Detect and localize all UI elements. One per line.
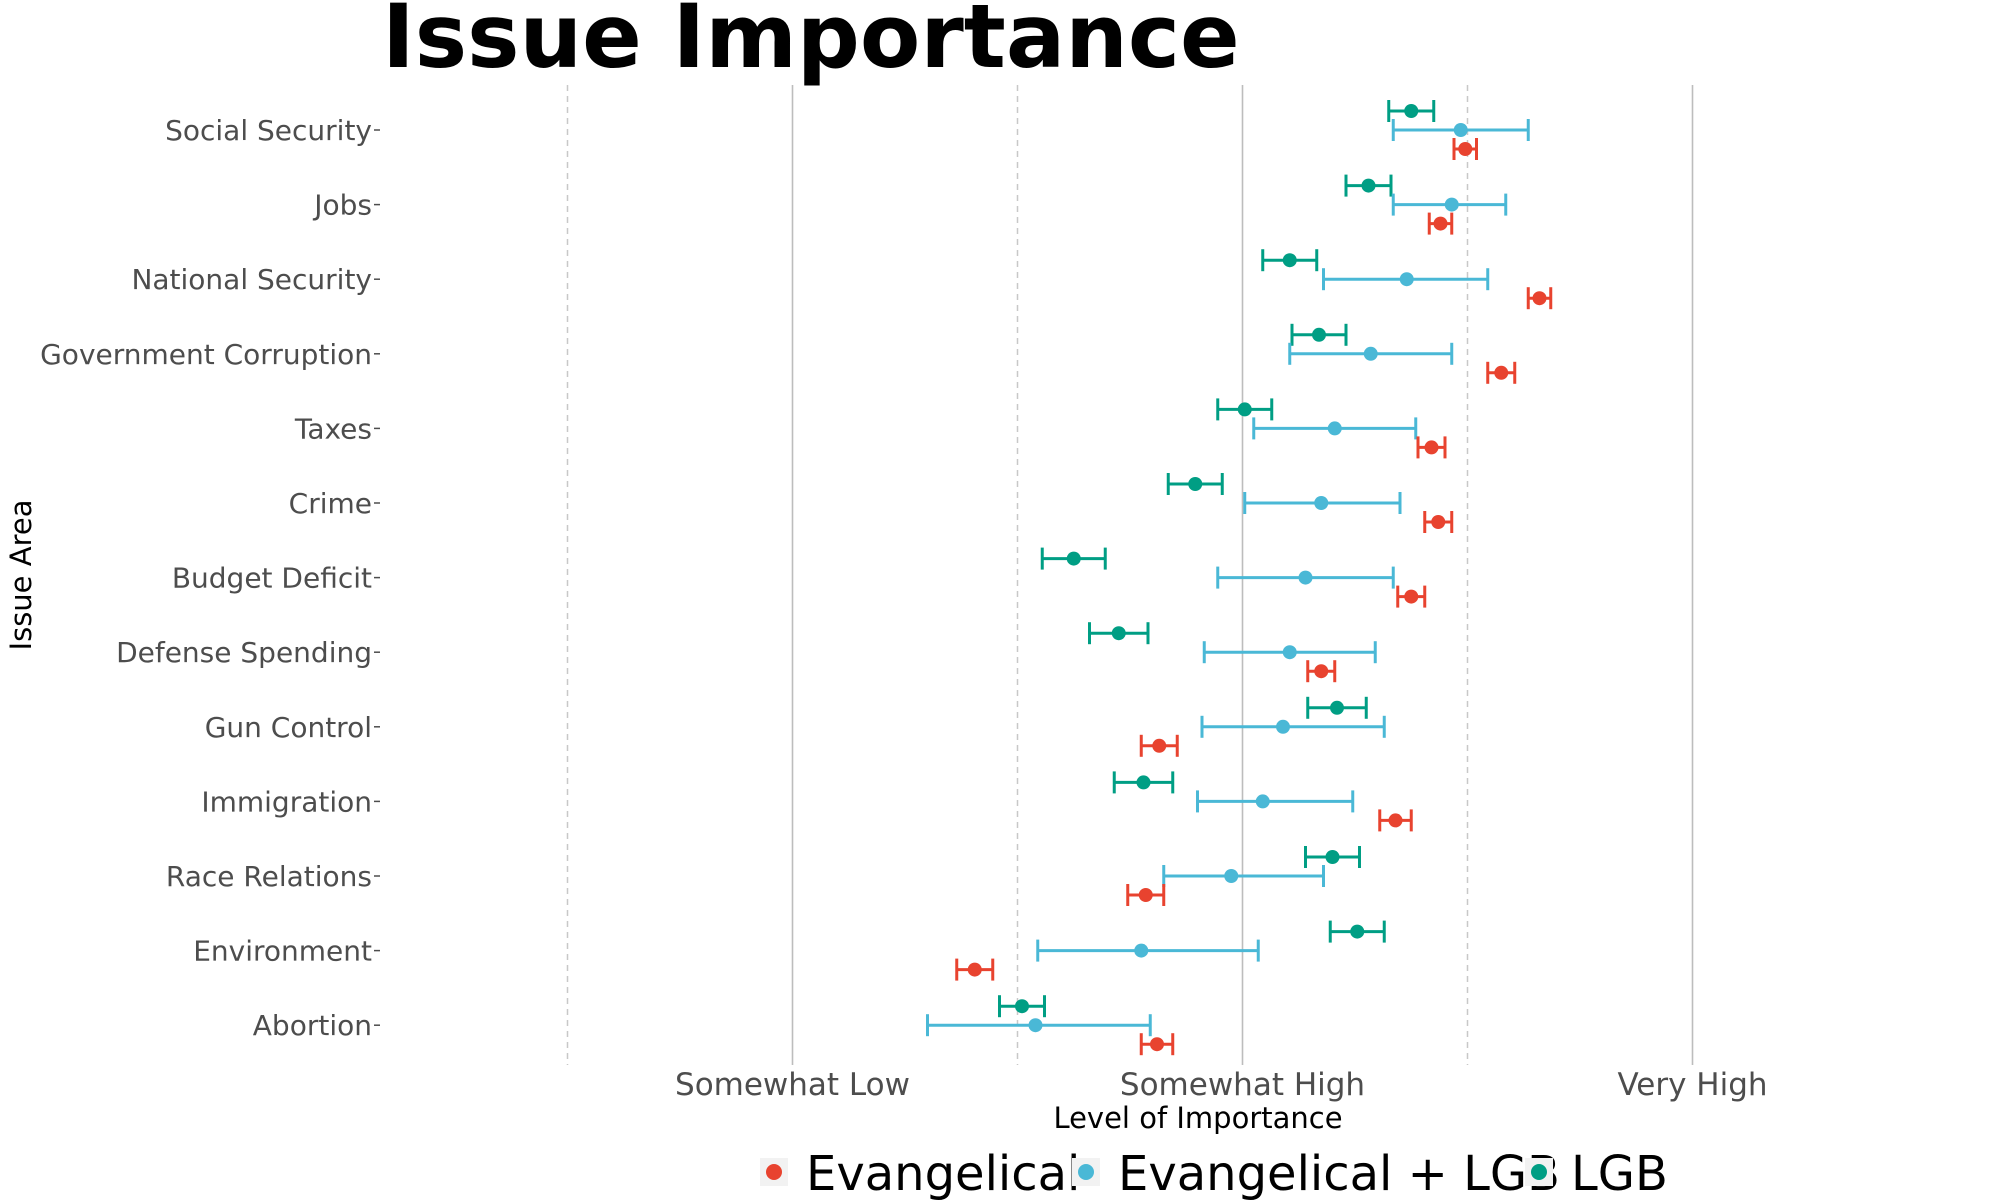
y-axis-ticks: Social Security Jobs National Security Gove…	[40, 114, 380, 1042]
x-tick-label-1: Somewhat High	[1120, 1067, 1365, 1103]
gridlines	[566, 85, 1694, 1065]
data-point	[1276, 719, 1290, 734]
legend-label-1: Evangelical + LGB	[1118, 1146, 1560, 1200]
data-series	[926, 100, 1553, 1056]
data-point	[1363, 346, 1378, 361]
data-point	[1431, 515, 1446, 529]
data-point	[1444, 197, 1459, 212]
y-tick-label-10: Race Relations	[166, 860, 372, 893]
data-point	[1255, 794, 1270, 809]
data-point	[1327, 421, 1342, 436]
data-point	[1388, 813, 1403, 828]
legend-key-0	[766, 1164, 782, 1180]
data-point	[1136, 775, 1151, 790]
data-point	[1330, 700, 1344, 715]
legend-label-0: Evangelical	[806, 1146, 1080, 1200]
data-point	[1314, 496, 1329, 510]
data-point	[1066, 551, 1081, 566]
series-evangelical-lgb	[926, 119, 1530, 1037]
y-tick-label-8: Gun Control	[205, 711, 372, 744]
data-point	[1134, 943, 1149, 958]
x-axis-ticks: Somewhat Low Somewhat High Very High	[675, 1067, 1768, 1103]
data-point	[1188, 477, 1203, 491]
data-point	[1237, 402, 1252, 417]
y-tick-label-9: Immigration	[201, 785, 372, 818]
y-tick-label-12: Abortion	[253, 1009, 372, 1042]
data-point	[1404, 104, 1419, 118]
data-point	[1325, 850, 1340, 864]
y-tick-label-4: Taxes	[294, 412, 372, 445]
data-point	[1399, 272, 1414, 287]
data-point	[1282, 253, 1297, 268]
y-tick-label-7: Defense Spending	[116, 636, 372, 669]
data-point	[1433, 216, 1448, 231]
data-point	[1350, 924, 1365, 939]
legend-key-1	[1078, 1164, 1094, 1180]
data-point	[1138, 888, 1153, 902]
y-tick-label-0: Social Security	[165, 114, 372, 147]
data-point	[1152, 738, 1167, 753]
y-tick-label-2: National Security	[131, 263, 372, 296]
data-point	[1282, 645, 1297, 660]
data-point	[1298, 570, 1313, 585]
series-lgb	[998, 100, 1436, 1018]
y-axis-title: Issue Area	[4, 500, 38, 651]
chart-title: Issue Importance	[382, 0, 1240, 88]
x-tick-label-0: Somewhat Low	[675, 1067, 910, 1103]
y-tick-label-1: Jobs	[312, 189, 372, 222]
data-point	[1015, 999, 1029, 1014]
data-point	[967, 962, 982, 977]
data-point	[1424, 440, 1439, 455]
legend: Evangelical Evangelical + LGB LGB	[760, 1146, 1668, 1200]
legend-label-2: LGB	[1571, 1146, 1668, 1200]
y-tick-label-5: Crime	[289, 487, 372, 520]
data-point	[1458, 142, 1473, 156]
data-point	[1224, 869, 1239, 883]
data-point	[1150, 1037, 1164, 1052]
data-point	[1312, 327, 1326, 342]
y-tick-label-6: Budget Deficit	[172, 562, 372, 595]
x-axis-title: Level of Importance	[1053, 1101, 1342, 1135]
data-point	[1494, 365, 1509, 380]
data-point	[1314, 664, 1329, 679]
data-point	[1028, 1018, 1043, 1033]
y-tick-label-11: Environment	[193, 935, 372, 968]
data-point	[1361, 178, 1376, 193]
legend-key-2	[1531, 1164, 1547, 1180]
data-point	[1111, 626, 1126, 641]
data-point	[1453, 123, 1468, 137]
x-tick-label-2: Very High	[1617, 1067, 1767, 1103]
series-evangelical	[955, 138, 1553, 1056]
y-tick-label-3: Government Corruption	[40, 338, 372, 371]
data-point	[1532, 291, 1547, 306]
data-point	[1404, 589, 1419, 604]
